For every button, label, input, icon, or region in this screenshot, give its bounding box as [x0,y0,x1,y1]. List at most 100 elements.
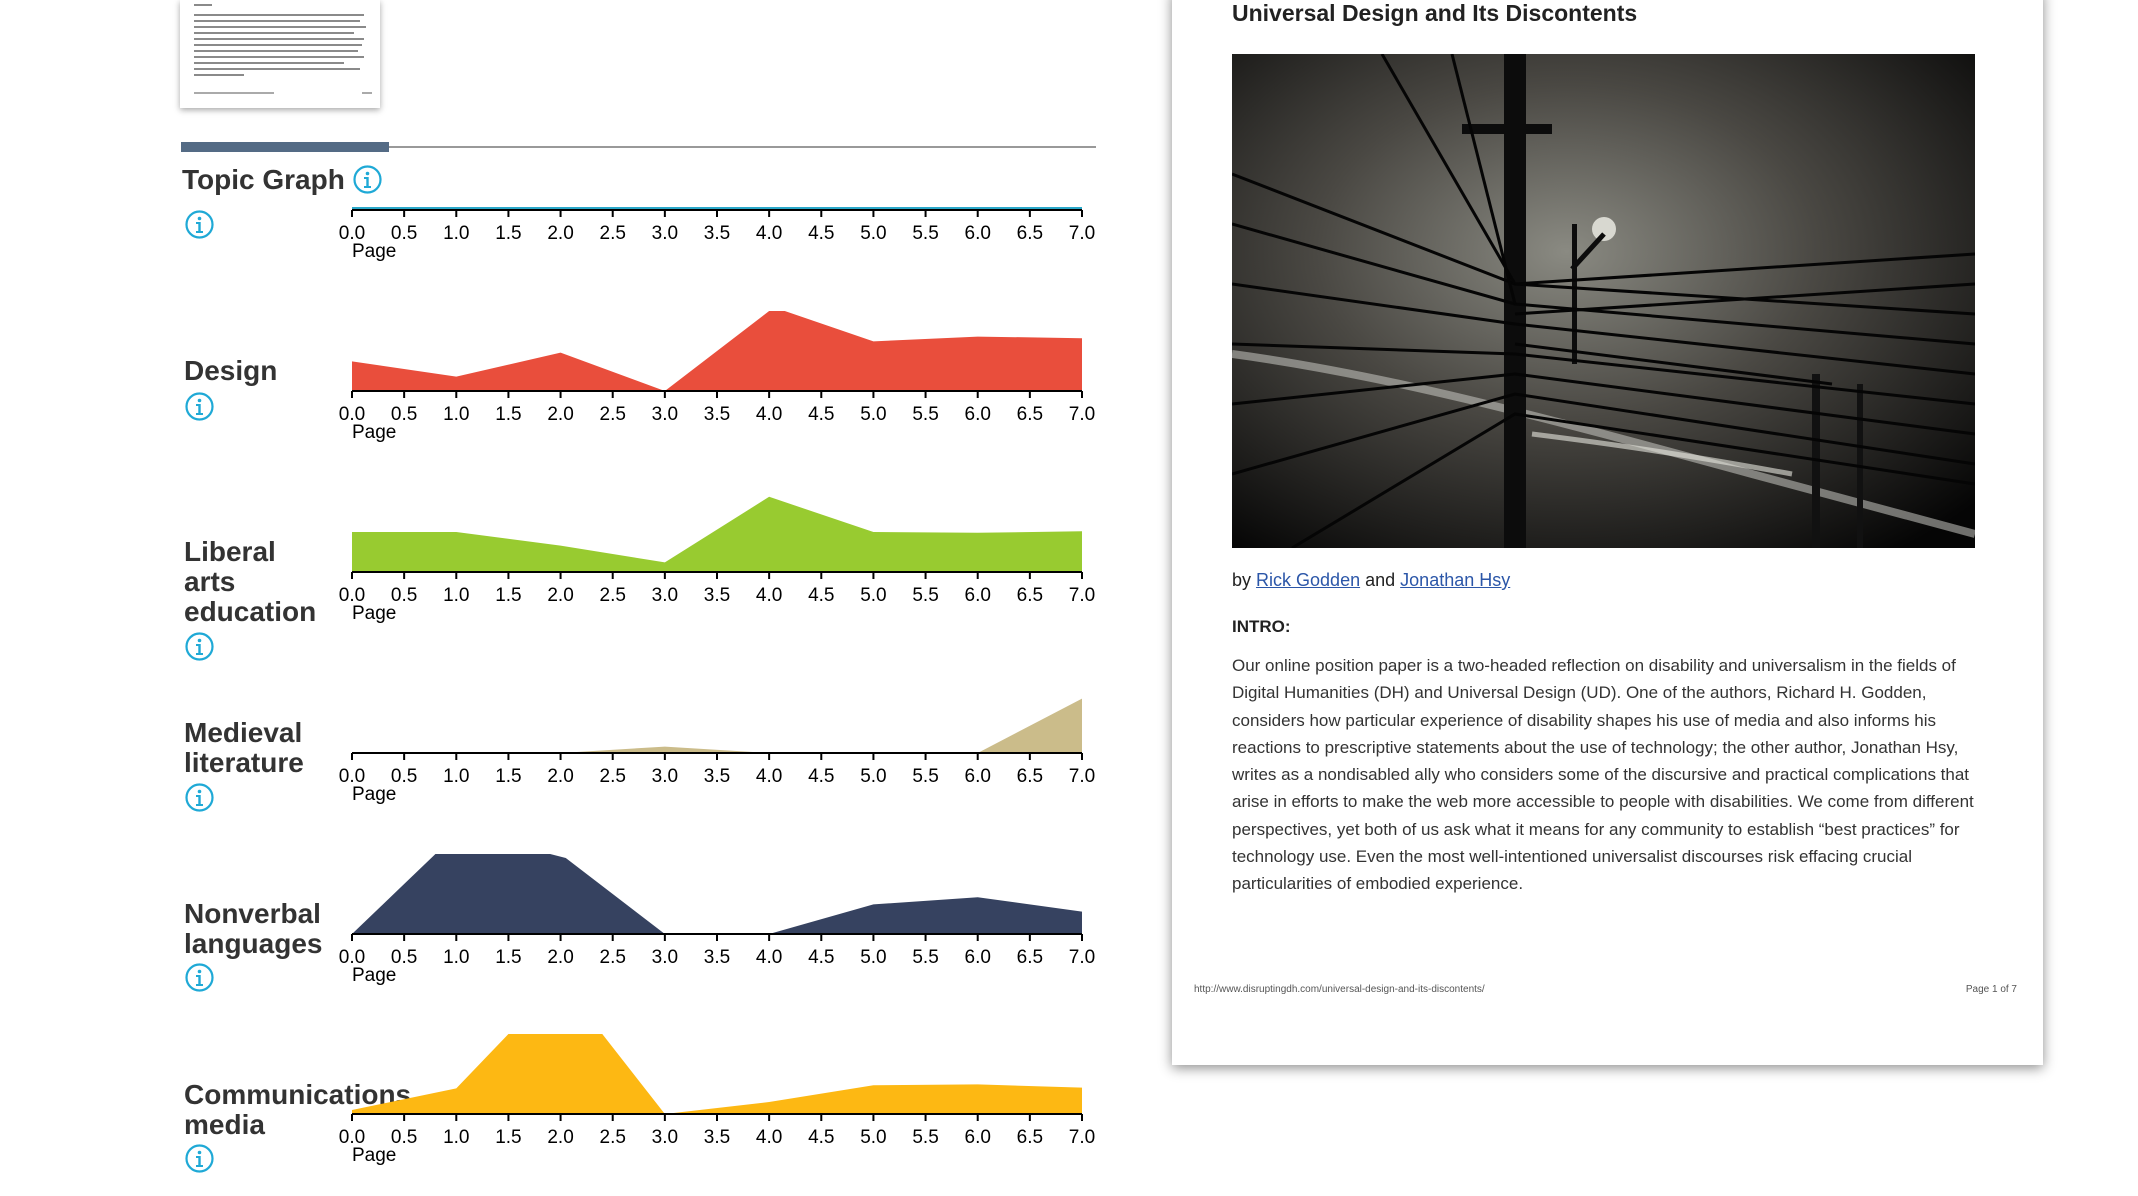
topic-label: Liberal [184,536,276,567]
x-tick-label: 5.0 [860,766,886,787]
footer-url: http://www.disruptingdh.com/universal-de… [1194,984,1485,995]
active-tab-indicator[interactable] [181,142,389,152]
x-tick-label: 6.0 [965,1127,991,1148]
x-tick-label: 2.5 [600,1127,626,1148]
x-axis-label: Page [352,241,396,262]
x-tick-label: 0.0 [339,585,365,606]
x-tick-label: 0.5 [391,223,417,244]
x-tick-label: 2.5 [600,947,626,968]
x-tick-label: 0.0 [339,404,365,425]
x-tick-label: 2.0 [547,404,573,425]
topic-graph-overview-chart: 0.0 0.5 1.0 1.5 2.0 2.5 3.0 3.5 4.0 4.5 5.0 5.5 6.0 6… [339,207,1095,262]
footer-page-number: Page 1 of 7 [1965,984,2017,995]
x-tick-label: 2.0 [547,585,573,606]
x-axis-label: Page [352,784,396,805]
x-tick-label: 1.5 [495,766,521,787]
x-tick-label: 7.0 [1069,223,1095,244]
view-tab-bar [181,142,1096,152]
x-tick-label: 5.5 [912,585,938,606]
info-icon[interactable] [185,1144,214,1173]
x-tick-label: 0.0 [339,1127,365,1148]
x-tick-label: 0.0 [339,766,365,787]
x-tick-label: 3.5 [704,1127,730,1148]
x-tick-label: 5.5 [912,766,938,787]
info-icon[interactable] [185,963,214,992]
x-tick-label: 1.0 [443,585,469,606]
x-tick-label: 6.5 [1017,766,1043,787]
x-tick-label: 0.5 [391,585,417,606]
x-tick-label: 0.0 [339,947,365,968]
x-tick-label: 1.0 [443,223,469,244]
topic-label: Communications [184,1079,412,1110]
page-thumbnail[interactable] [180,0,380,108]
byline-by: by [1232,570,1252,590]
x-tick-label: 1.5 [495,404,521,425]
area-series [352,854,1082,934]
x-tick-label: 2.5 [600,223,626,244]
topic-label: arts [184,566,236,597]
x-tick-label: 4.0 [756,404,782,425]
x-tick-label: 0.0 [339,223,365,244]
author-link-rick-godden[interactable]: Rick Godden [1256,570,1361,590]
x-tick-label: 5.0 [860,1127,886,1148]
info-icon[interactable] [185,783,214,812]
x-tick-label: 2.5 [600,404,626,425]
x-tick-label: 6.5 [1017,404,1043,425]
x-tick-label: 2.0 [547,947,573,968]
topic-graph-title: Topic Graph [182,164,345,195]
topic-area-chart: 0.0 0.5 1.0 1.5 2.0 2.5 3.0 3.5 4.0 4.5 5.0 5.5 6.0 6… [339,698,1095,805]
x-axis-label: Page [352,965,396,986]
info-icon[interactable] [185,632,214,661]
x-tick-label: 1.5 [495,223,521,244]
x-tick-label: 3.5 [704,404,730,425]
area-series [352,311,1082,391]
x-axis-label: Page [352,603,396,624]
topic-label: Design [184,355,278,386]
x-tick-label: 1.0 [443,1127,469,1148]
x-tick-label: 1.0 [443,947,469,968]
x-tick-label: 4.5 [808,585,834,606]
topic-area-chart: 0.0 0.5 1.0 1.5 2.0 2.5 3.0 3.5 4.0 4.5 5.0 5.5 6.0 6… [339,496,1095,624]
byline: by Rick Godden and Jonathan Hsy [1232,570,1510,591]
author-link-jonathan-hsy[interactable]: Jonathan Hsy [1400,570,1511,590]
topic-label: education [184,596,317,627]
x-tick-label: 7.0 [1069,404,1095,425]
topic-area-chart: 0.0 0.5 1.0 1.5 2.0 2.5 3.0 3.5 4.0 4.5 5.0 5.5 6.0 6… [339,1034,1095,1166]
x-tick-label: 6.0 [965,404,991,425]
x-tick-label: 4.5 [808,766,834,787]
x-tick-label: 3.0 [652,947,678,968]
x-tick-label: 3.5 [704,947,730,968]
intro-heading: INTRO: [1232,617,1291,636]
x-tick-label: 7.0 [1069,766,1095,787]
power-lines-photo [1232,54,1975,548]
info-icon[interactable] [185,392,214,421]
x-tick-label: 0.5 [391,404,417,425]
x-tick-label: 0.5 [391,947,417,968]
x-tick-label: 2.0 [547,1127,573,1148]
x-tick-label: 4.5 [808,223,834,244]
x-tick-label: 4.0 [756,585,782,606]
x-tick-label: 7.0 [1069,947,1095,968]
x-tick-label: 4.0 [756,766,782,787]
document-title: Universal Design and Its Discontents [1232,0,1638,26]
x-tick-label: 7.0 [1069,1127,1095,1148]
x-tick-label: 3.5 [704,766,730,787]
info-icon[interactable] [353,165,382,194]
topic-area-chart: 0.0 0.5 1.0 1.5 2.0 2.5 3.0 3.5 4.0 4.5 5.0 5.5 6.0 6… [339,311,1095,443]
x-tick-label: 7.0 [1069,585,1095,606]
info-icon[interactable] [185,210,214,239]
byline-and: and [1365,570,1396,590]
topic-label: literature [184,747,304,778]
x-tick-label: 5.0 [860,947,886,968]
x-tick-label: 1.0 [443,404,469,425]
x-tick-label: 3.0 [652,1127,678,1148]
x-tick-label: 4.5 [808,1127,834,1148]
topic-label: Medieval [184,717,303,748]
x-tick-label: 0.5 [391,766,417,787]
x-tick-label: 6.0 [965,947,991,968]
x-tick-label: 0.5 [391,1127,417,1148]
x-tick-label: 6.5 [1017,947,1043,968]
x-tick-label: 6.0 [965,223,991,244]
x-tick-label: 5.5 [912,947,938,968]
x-tick-label: 5.0 [860,585,886,606]
